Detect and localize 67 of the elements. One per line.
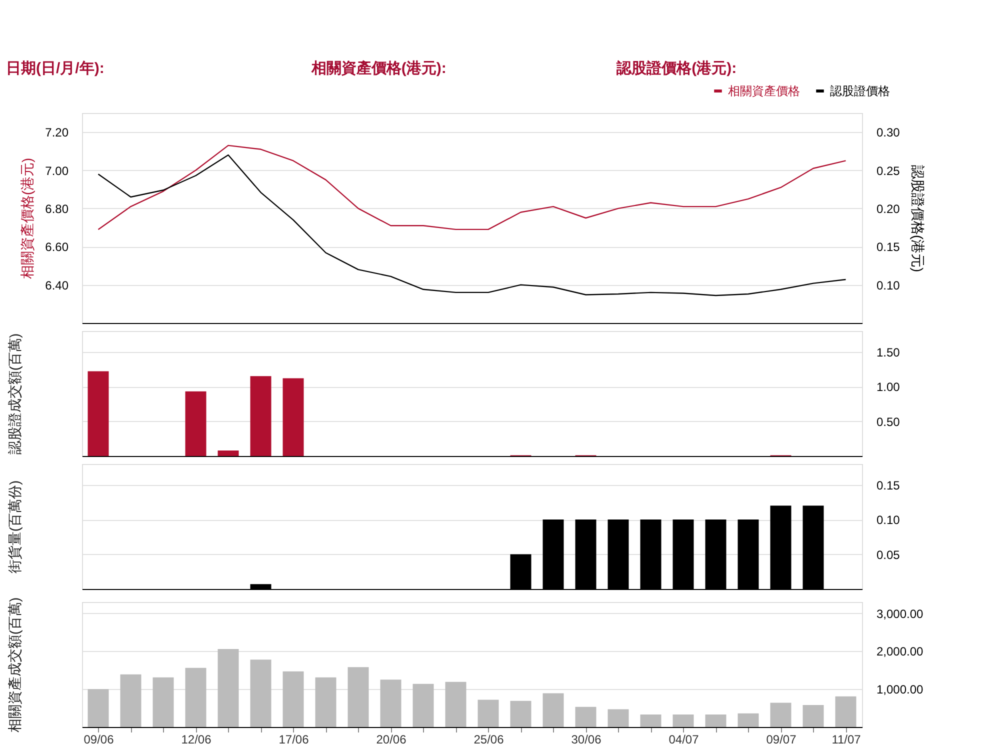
y-tick-label: 0.15	[876, 478, 900, 492]
bar	[120, 674, 142, 727]
x-tick-label: 25/06	[474, 732, 504, 746]
bar	[282, 378, 304, 456]
bar	[88, 689, 109, 727]
line-series	[98, 144, 846, 230]
bar	[802, 705, 824, 727]
bar	[250, 660, 272, 727]
bar	[575, 706, 596, 727]
bar	[282, 671, 304, 727]
y-tick-label: 2,000.00	[876, 644, 924, 659]
text: 認股證價格(港元):	[616, 60, 737, 77]
x-tick-label: 12/06	[181, 732, 212, 746]
bar	[770, 702, 792, 727]
bar	[185, 391, 206, 456]
y-tick-label: 1.50	[876, 345, 900, 360]
y-tick-label: 7.00	[45, 164, 69, 178]
y2-tick-label: 0.25	[876, 164, 900, 178]
y2-tick-label: 0.20	[876, 202, 900, 216]
bar	[542, 693, 564, 727]
y-tick-label: 0.50	[876, 414, 900, 429]
bar	[640, 714, 662, 727]
bar	[672, 714, 694, 727]
bar	[250, 376, 272, 456]
bar	[705, 714, 726, 727]
text: 相關資產價格(港元):	[310, 60, 446, 77]
bar	[348, 667, 369, 727]
y-tick-label: 6.60	[45, 240, 69, 254]
x-tick-label: 11/07	[832, 732, 862, 746]
bar	[88, 371, 109, 456]
x-tick-label: 09/06	[84, 732, 114, 746]
bar	[380, 680, 402, 727]
line-series	[98, 154, 846, 296]
bar	[738, 713, 759, 727]
bar	[608, 709, 629, 727]
y-axis-title: 相關資產成交額(百萬)	[6, 597, 22, 733]
y-tick-label: 6.80	[45, 202, 69, 216]
y2-tick-label: 0.30	[876, 126, 900, 140]
y-tick-label: 1,000.00	[876, 682, 924, 697]
text: 日期(日/月/年):	[6, 60, 104, 77]
x-tick-label: 04/07	[668, 732, 700, 746]
x-tick-label: 20/06	[376, 732, 407, 746]
x-tick-label: 30/06	[571, 732, 602, 746]
y-tick-label: 3,000.00	[876, 606, 924, 621]
y-tick-label: 6.40	[45, 278, 69, 292]
bar	[218, 450, 239, 456]
bar	[478, 700, 499, 727]
bar	[218, 648, 239, 727]
bar	[412, 684, 434, 727]
y-tick-label: 1.00	[876, 380, 900, 394]
bar	[152, 677, 174, 727]
legend-label: 相關資產價格	[728, 84, 800, 98]
y-axis-title: 相關資產價格(港元)	[19, 158, 36, 280]
y-axis-title: 認股證成交額(百萬)	[6, 333, 22, 455]
y-axis-title: 街貨量(百萬份)	[6, 480, 22, 574]
bar	[510, 700, 532, 727]
bar	[445, 682, 466, 727]
bar	[185, 668, 206, 727]
legend-label: 認股證價格	[830, 84, 890, 98]
y-tick-label: 0.05	[876, 548, 900, 562]
x-tick-label: 17/06	[278, 732, 310, 746]
y2-axis-title: 認股證價格(港元)	[910, 164, 926, 272]
bar	[315, 677, 336, 727]
y-tick-label: 7.20	[45, 126, 69, 140]
y-tick-label: 0.10	[876, 513, 900, 528]
bar	[835, 696, 856, 727]
x-tick-label: 09/07	[766, 732, 797, 746]
